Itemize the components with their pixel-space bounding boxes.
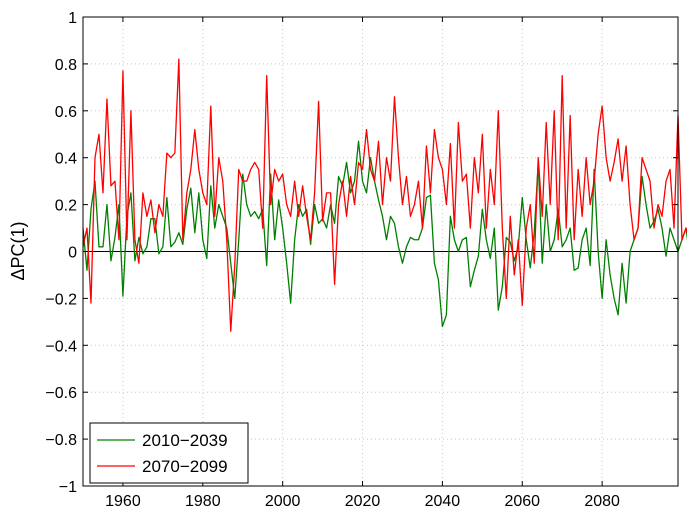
series-layer [82,58,687,332]
x-tick-label: 2020 [345,493,381,510]
x-tick-label: 2000 [265,493,301,510]
x-tick-label: 2060 [504,493,540,510]
y-tick-label: −0.4 [45,338,77,355]
legend-label-series-1: 2010−2039 [142,431,228,450]
y-tick-label: 0.2 [55,198,77,215]
series-line-2 [82,58,687,332]
legend-label-series-2: 2070−2099 [142,457,228,476]
y-tick-label: 0.8 [55,57,77,74]
y-tick-label: 0.6 [55,104,77,121]
x-tick-label: 2080 [584,493,620,510]
series-line-1 [82,140,687,328]
legend-box [89,422,249,484]
legend: 2010−2039 2070−2099 [89,422,249,484]
y-tick-label: −0.6 [45,385,77,402]
x-tick-label: 1960 [105,493,141,510]
y-tick-label: −0.2 [45,291,77,308]
axis-ticks [83,16,678,487]
y-tick-label: 1 [68,10,77,27]
y-tick-label: −0.8 [45,432,77,449]
y-tick-label: 0 [68,245,77,262]
y-axis-label: ΔPC(1) [8,221,28,280]
y-axis-tick-labels: −1 −0.8 −0.6 −0.4 −0.2 0 0.2 0.4 0.6 0.8 1 [45,10,77,496]
y-tick-label: −1 [59,479,77,496]
y-tick-label: 0.4 [55,151,77,168]
x-tick-label: 1980 [185,493,221,510]
x-axis-tick-labels: 1960 1980 2000 2020 2040 2060 2080 [105,493,620,510]
x-tick-label: 2040 [425,493,461,510]
